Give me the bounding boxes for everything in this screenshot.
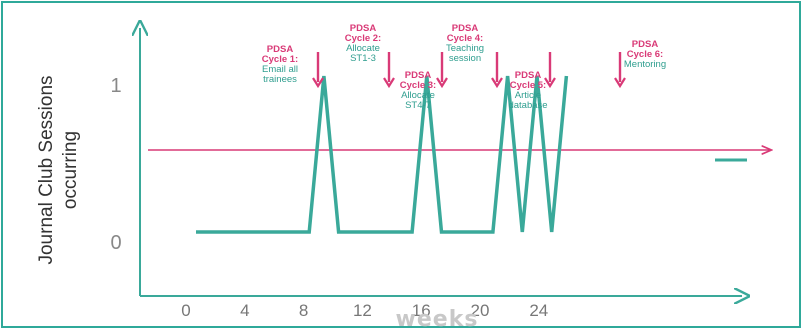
pdsa-cycle-description: session [449,53,481,64]
pdsa-cycle-description: Email all [262,64,298,75]
series-line [196,75,569,234]
pdsa-cycle-description: Article [515,90,541,101]
x-tick-label: 12 [353,301,372,320]
pdsa-arrow-head [312,77,324,89]
x-tick-labels: 0 4 8 12 16 20 24 [181,301,548,320]
x-tick-label: 4 [240,301,249,320]
y-tick-label: 1 [110,75,121,97]
pdsa-arrow-head [544,77,556,89]
pdsa-cycle-description: ST1-3 [350,53,376,64]
pdsa-cycle-description: Mentoring [624,59,666,70]
y-tick-label: 0 [110,232,121,254]
y-axis-label-line2: occurring [60,131,81,209]
pdsa-cycle-description: trainees [263,74,297,85]
x-axis-label: weeks [396,307,479,331]
y-axis-label-line1: Journal Club Sessions [36,75,57,264]
pdsa-cycle-title: PDSA [632,39,659,50]
pdsa-cycle-title: Cycle 6: [627,49,663,60]
pdsa-arrow-head [491,77,503,89]
pdsa-cycle-title: Cycle 5: [510,80,546,91]
x-tick-label: 8 [299,301,308,320]
pdsa-cycle-title: PDSA [350,23,377,34]
x-tick-label: 16 [412,301,431,320]
pdsa-cycle-description: Allocate [401,90,435,101]
x-tick-label: 24 [529,301,548,320]
pdsa-cycle-title: Cycle 3: [400,80,436,91]
pdsa-arrow-head [614,77,626,89]
pdsa-cycle-description: Allocate [346,43,380,54]
pdsa-cycle-title: PDSA [405,70,432,81]
x-tick-label: 20 [471,301,490,320]
pdsa-cycle-title: Cycle 4: [447,33,483,44]
pdsa-cycle-title: Cycle 1: [262,54,298,65]
pdsa-arrow-head [383,77,395,89]
y-axis-label: Journal Club Sessions occurring [36,75,81,264]
pdsa-cycle-title: PDSA [515,70,542,81]
pdsa-cycle-title: PDSA [267,44,294,55]
pdsa-arrow-head [436,77,448,89]
pdsa-cycle-description: ST4-7 [405,100,431,111]
pdsa-cycle-title: PDSA [452,23,479,34]
pdsa-cycle-description: database [508,100,547,111]
x-tick-label: 0 [181,301,190,320]
pdsa-cycle-description: Teaching [446,43,484,54]
pdsa-cycle-title: Cycle 2: [345,33,381,44]
